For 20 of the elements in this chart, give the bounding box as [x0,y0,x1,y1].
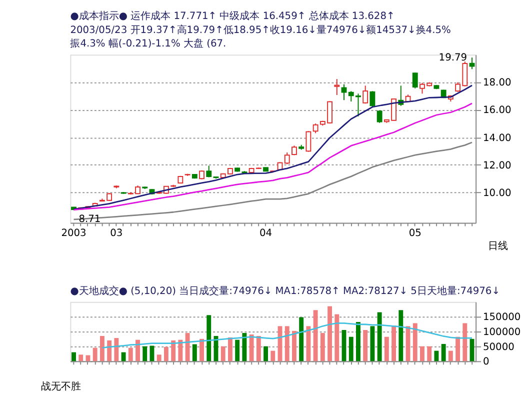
text: ●天地成交● (5,10,20) 当日成交量:74976↓ MA1:78578↑ MA2:78127↓ 5日天地量:74976↓ [70,284,500,297]
x-tick-label: 03 [110,228,123,240]
annotation: 19.79 [438,52,468,64]
y-tick-label: 150000 [482,312,521,324]
x-axis-title: 战无不胜 [41,380,82,392]
y-tick-label: 16.00 [482,105,512,116]
annotation: 8.71 [78,214,101,226]
x-tick-label: 05 [408,228,422,240]
x-tick-label: 04 [259,228,272,240]
text: 2003/05/23 开19.37↑高19.79↑低18.95↑收19.16↓量74976↓额14537↓换4.5% 振4.3% 幅(-0.21)-1.1% 大盘 (67. [70,24,451,50]
x-tick-label: 2003 [61,228,86,240]
y-tick-label: 50000 [482,342,514,353]
text: ●成本指示● 运作成本 17.771↑ 中级成本 16.459↑ 总体成本 13.628↑ [70,10,395,22]
y-tick-label: 12.00 [482,160,512,172]
y-tick-label: 18.00 [482,78,512,89]
x-axis-title: 日线 [488,240,508,252]
y-tick-label: 0 [482,356,490,368]
y-tick-label: 10.00 [482,188,512,199]
y-tick-label: 100000 [482,326,521,338]
y-tick-label: 14.00 [482,132,512,144]
